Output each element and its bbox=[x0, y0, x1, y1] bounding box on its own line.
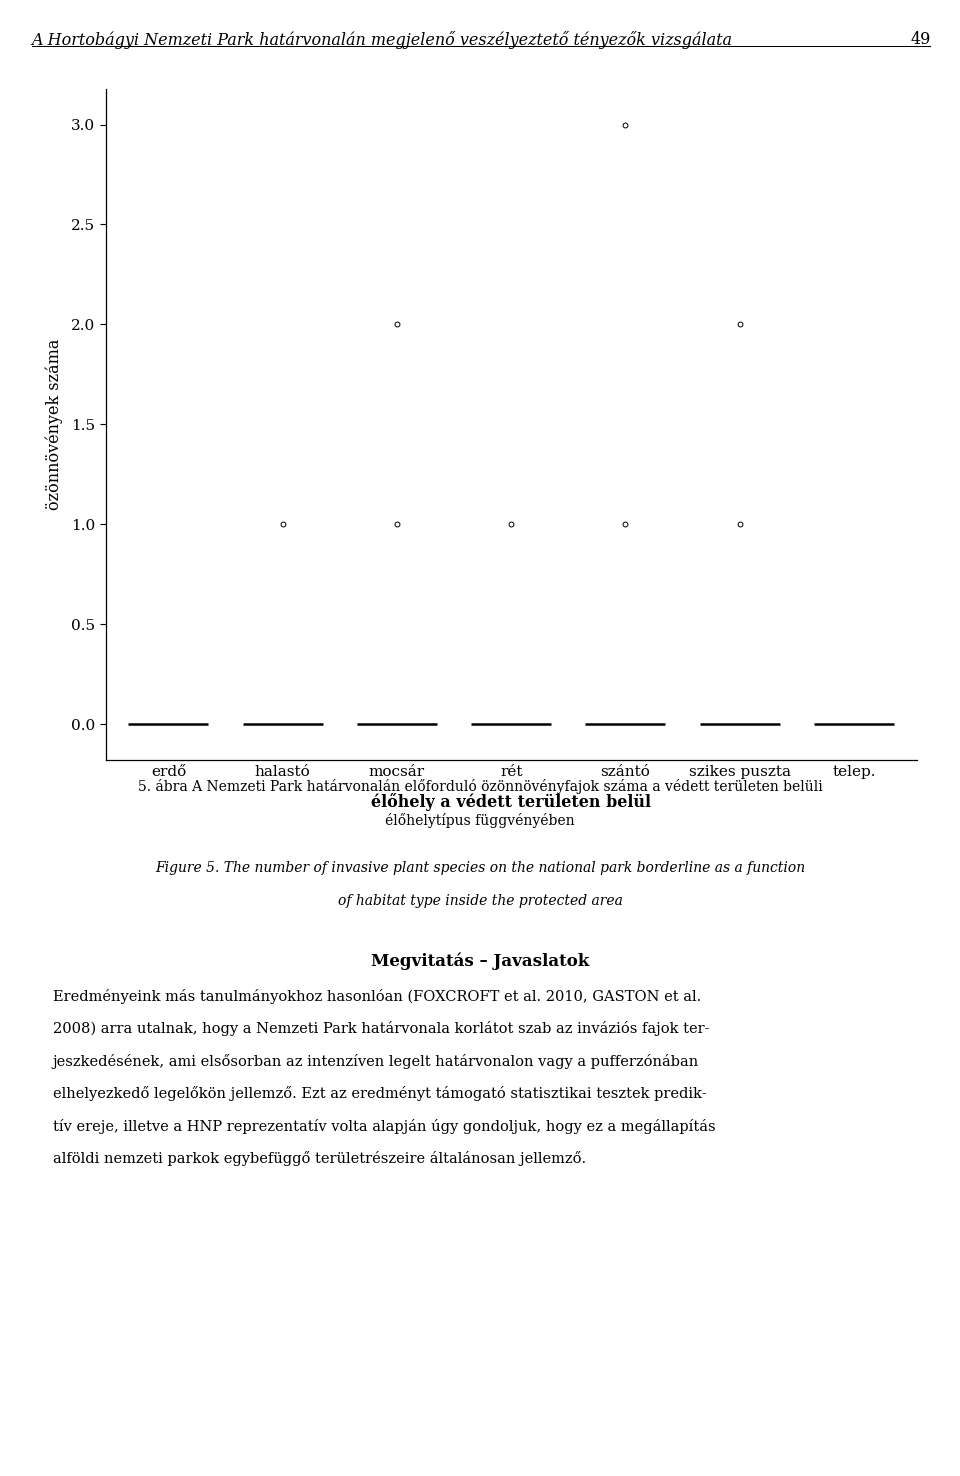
Text: Eredményeink más tanulmányokhoz hasonlóan (FOXCROFT et al. 2010, GASTON et al.: Eredményeink más tanulmányokhoz hasonlóa… bbox=[53, 989, 701, 1004]
Y-axis label: özönnövények száma: özönnövények száma bbox=[45, 338, 62, 511]
Text: Figure 5. The number of invasive plant species on the national park borderline a: Figure 5. The number of invasive plant s… bbox=[155, 861, 805, 874]
Text: alföldi nemzeti parkok egybefüggő területrészeire általánosan jellemző.: alföldi nemzeti parkok egybefüggő terüle… bbox=[53, 1151, 586, 1166]
Text: elhelyezkedő legelőkön jellemző. Ezt az eredményt támogató statisztikai tesztek : elhelyezkedő legelőkön jellemző. Ezt az … bbox=[53, 1086, 707, 1101]
X-axis label: élőhely a védett területen belül: élőhely a védett területen belül bbox=[372, 793, 651, 810]
Text: Megvitatás – Javaslatok: Megvitatás – Javaslatok bbox=[371, 952, 589, 970]
Text: tív ereje, illetve a HNP reprezentatív volta alapján úgy gondoljuk, hogy ez a me: tív ereje, illetve a HNP reprezentatív v… bbox=[53, 1119, 715, 1134]
Text: 49: 49 bbox=[911, 31, 931, 49]
Text: élőhelytípus függvényében: élőhelytípus függvényében bbox=[385, 813, 575, 828]
Text: 5. ábra A Nemzeti Park határvonalán előforduló özönnövényfajok száma a védett te: 5. ábra A Nemzeti Park határvonalán előf… bbox=[137, 779, 823, 794]
Text: of habitat type inside the protected area: of habitat type inside the protected are… bbox=[338, 894, 622, 908]
Text: jeszkedésének, ami elsősorban az intenzíven legelt határvonalon vagy a pufferzón: jeszkedésének, ami elsősorban az intenzí… bbox=[53, 1054, 699, 1069]
Text: 2008) arra utalnak, hogy a Nemzeti Park határvonala korlátot szab az inváziós fa: 2008) arra utalnak, hogy a Nemzeti Park … bbox=[53, 1021, 709, 1036]
Text: A Hortobágyi Nemzeti Park határvonalán megjelenő veszélyeztető tényezők vizsgála: A Hortobágyi Nemzeti Park határvonalán m… bbox=[32, 31, 732, 49]
